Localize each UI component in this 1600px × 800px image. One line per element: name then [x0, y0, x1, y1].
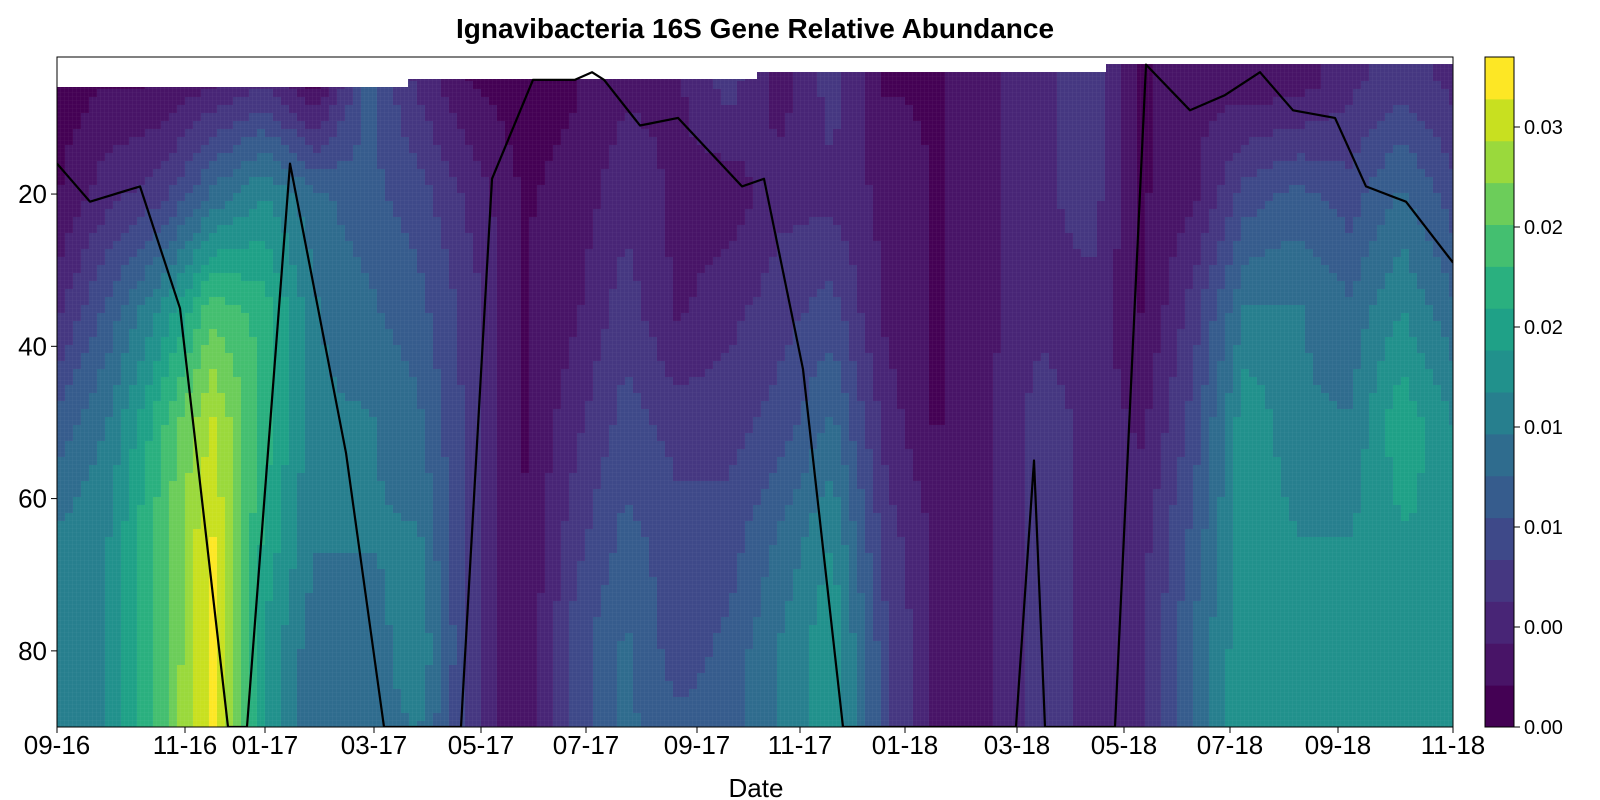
- plot-area: [57, 57, 1453, 727]
- chart-title: Ignavibacteria 16S Gene Relative Abundan…: [456, 13, 1054, 44]
